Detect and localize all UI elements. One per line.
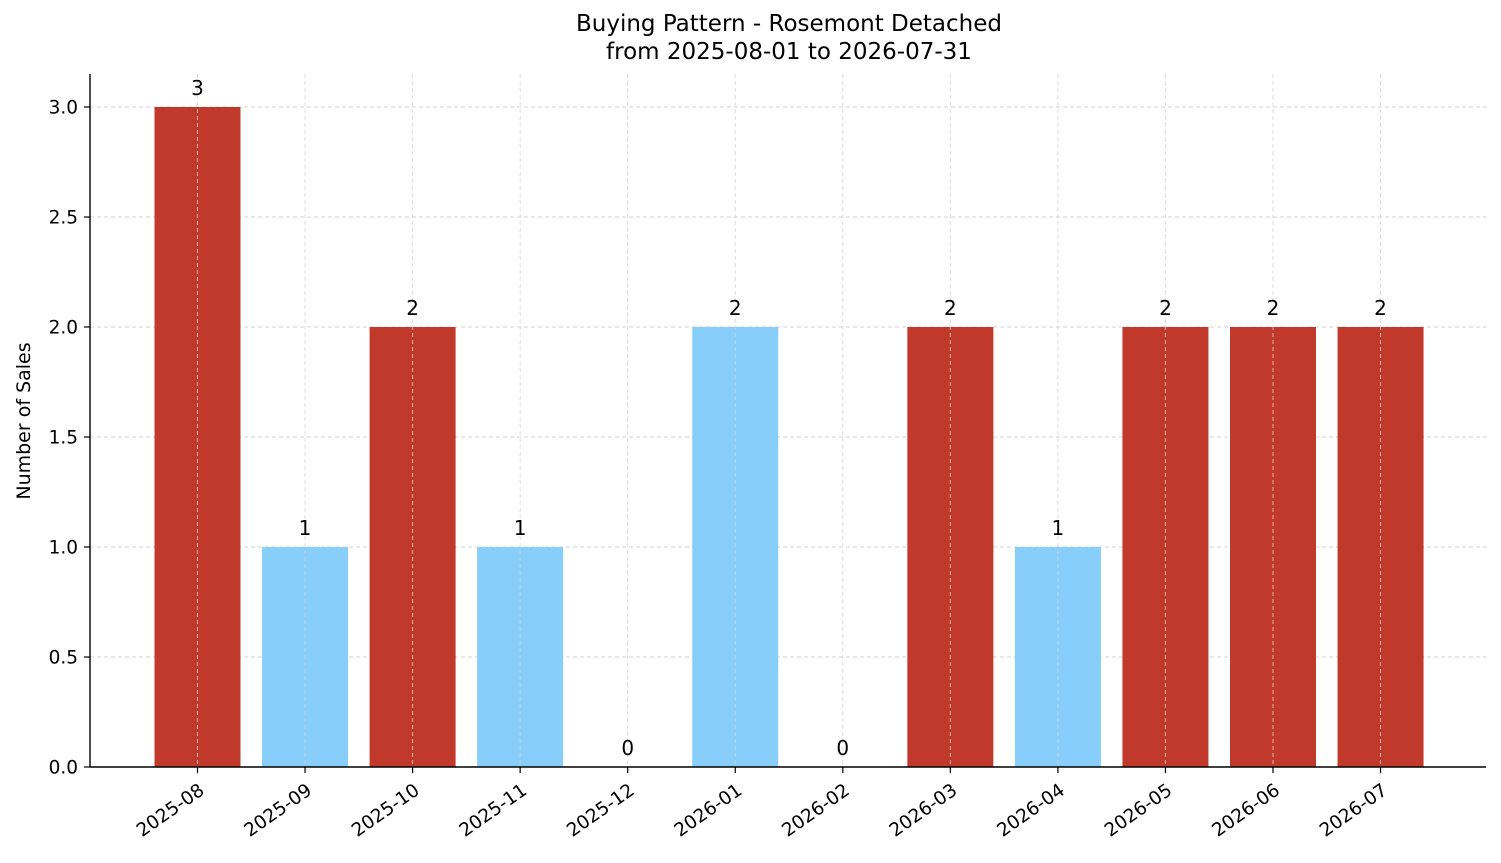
y-axis-label: Number of Sales — [13, 342, 35, 499]
bar-value-label: 3 — [191, 76, 204, 100]
bar-value-label: 2 — [1374, 296, 1387, 320]
bar-value-label: 0 — [836, 736, 849, 760]
bar-value-label: 2 — [944, 296, 957, 320]
x-tick-label: 2026-02 — [778, 780, 853, 842]
bar-value-label: 2 — [1267, 296, 1280, 320]
bar-value-label: 1 — [299, 516, 312, 540]
chart-subtitle-line: from 2025-08-01 to 2026-07-31 — [606, 39, 972, 65]
vertical-grid-layer — [197, 74, 1382, 767]
x-tick-label: 2026-06 — [1208, 780, 1283, 842]
x-tick-label: 2025-11 — [456, 780, 531, 842]
chart-title-line: Buying Pattern - Rosemont Detached — [576, 11, 1002, 37]
y-tick-label: 3.0 — [49, 98, 78, 119]
x-tick-label: 2025-09 — [241, 780, 316, 842]
y-tick-label: 0.0 — [49, 758, 78, 779]
x-tick-label: 2026-07 — [1316, 780, 1391, 842]
bar-value-label: 2 — [1159, 296, 1172, 320]
x-tick-label: 2025-08 — [133, 780, 208, 842]
axes-layer — [84, 74, 1486, 773]
y-tick-label: 1.0 — [49, 538, 78, 559]
x-tick-label: 2025-10 — [348, 780, 423, 842]
bar-value-label: 1 — [1052, 516, 1065, 540]
chart-title: Buying Pattern - Rosemont Detached from … — [0, 10, 1501, 66]
y-tick-label: 2.0 — [49, 318, 78, 339]
x-tick-label: 2026-05 — [1101, 780, 1176, 842]
bar-value-label: 2 — [729, 296, 742, 320]
x-tick-label: 2026-01 — [671, 780, 746, 842]
y-tick-label: 1.5 — [49, 428, 78, 449]
x-tick-label: 2026-03 — [886, 780, 961, 842]
bar-value-label: 0 — [621, 736, 634, 760]
bar-value-label: 1 — [514, 516, 527, 540]
x-tick-label: 2025-12 — [563, 780, 638, 842]
y-tick-label: 2.5 — [49, 208, 78, 229]
bar-value-label: 2 — [406, 296, 419, 320]
bar — [154, 107, 241, 767]
x-tick-label: 2026-04 — [993, 780, 1068, 842]
y-tick-label: 0.5 — [49, 648, 78, 669]
